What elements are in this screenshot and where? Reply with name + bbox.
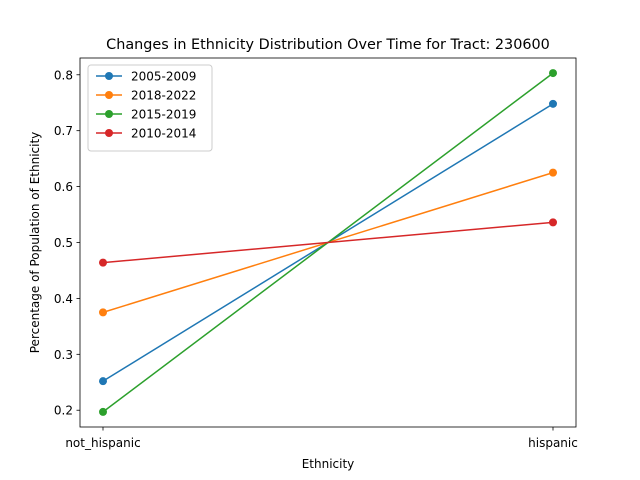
- plot-area: [99, 69, 557, 416]
- y-tick-label: 0.3: [54, 348, 73, 362]
- data-point-2005-2009-not_hispanic: [99, 377, 107, 386]
- y-axis: 0.2 0.3 0.4 0.5 0.6 0.7 0.8: [54, 68, 80, 418]
- y-tick-label: 0.6: [54, 180, 73, 194]
- chart-title: Changes in Ethnicity Distribution Over T…: [106, 37, 550, 53]
- legend-entry-label: 2005-2009: [131, 70, 196, 84]
- legend-swatch-marker: [105, 110, 113, 118]
- y-tick-label: 0.5: [54, 236, 73, 250]
- data-point-2010-2014-not_hispanic: [99, 258, 107, 267]
- legend-swatch-marker: [105, 129, 113, 137]
- legend-swatch-marker: [105, 91, 113, 99]
- data-point-2010-2014-hispanic: [549, 218, 557, 227]
- data-point-2015-2019-hispanic: [549, 69, 557, 78]
- data-point-2005-2009-hispanic: [549, 99, 557, 108]
- y-tick-label: 0.4: [54, 292, 73, 306]
- y-axis-label: Percentage of Population of Ethnicity: [28, 132, 42, 354]
- legend-box: [87, 64, 213, 152]
- data-point-2018-2022-hispanic: [549, 168, 557, 177]
- x-axis-label: Ethnicity: [302, 457, 355, 471]
- y-tick-label: 0.8: [54, 68, 73, 82]
- x-axis: not_hispanic hispanic: [65, 427, 578, 450]
- x-tick-label: hispanic: [528, 436, 578, 450]
- legend-entry-label: 2010-2014: [131, 127, 196, 141]
- x-tick-label: not_hispanic: [65, 436, 140, 450]
- y-tick-label: 0.2: [54, 404, 73, 418]
- legend-swatch-marker: [105, 72, 113, 80]
- y-tick-label: 0.7: [54, 124, 73, 138]
- series-line-2010-2014: [102, 221, 554, 264]
- legend: 2005-2009 2018-2022 2015-2019 2010-2014: [87, 64, 213, 152]
- legend-entry-label: 2018-2022: [131, 89, 196, 103]
- data-point-2015-2019-not_hispanic: [99, 407, 107, 416]
- legend-entry-label: 2015-2019: [131, 108, 196, 122]
- data-point-2018-2022-not_hispanic: [99, 308, 107, 317]
